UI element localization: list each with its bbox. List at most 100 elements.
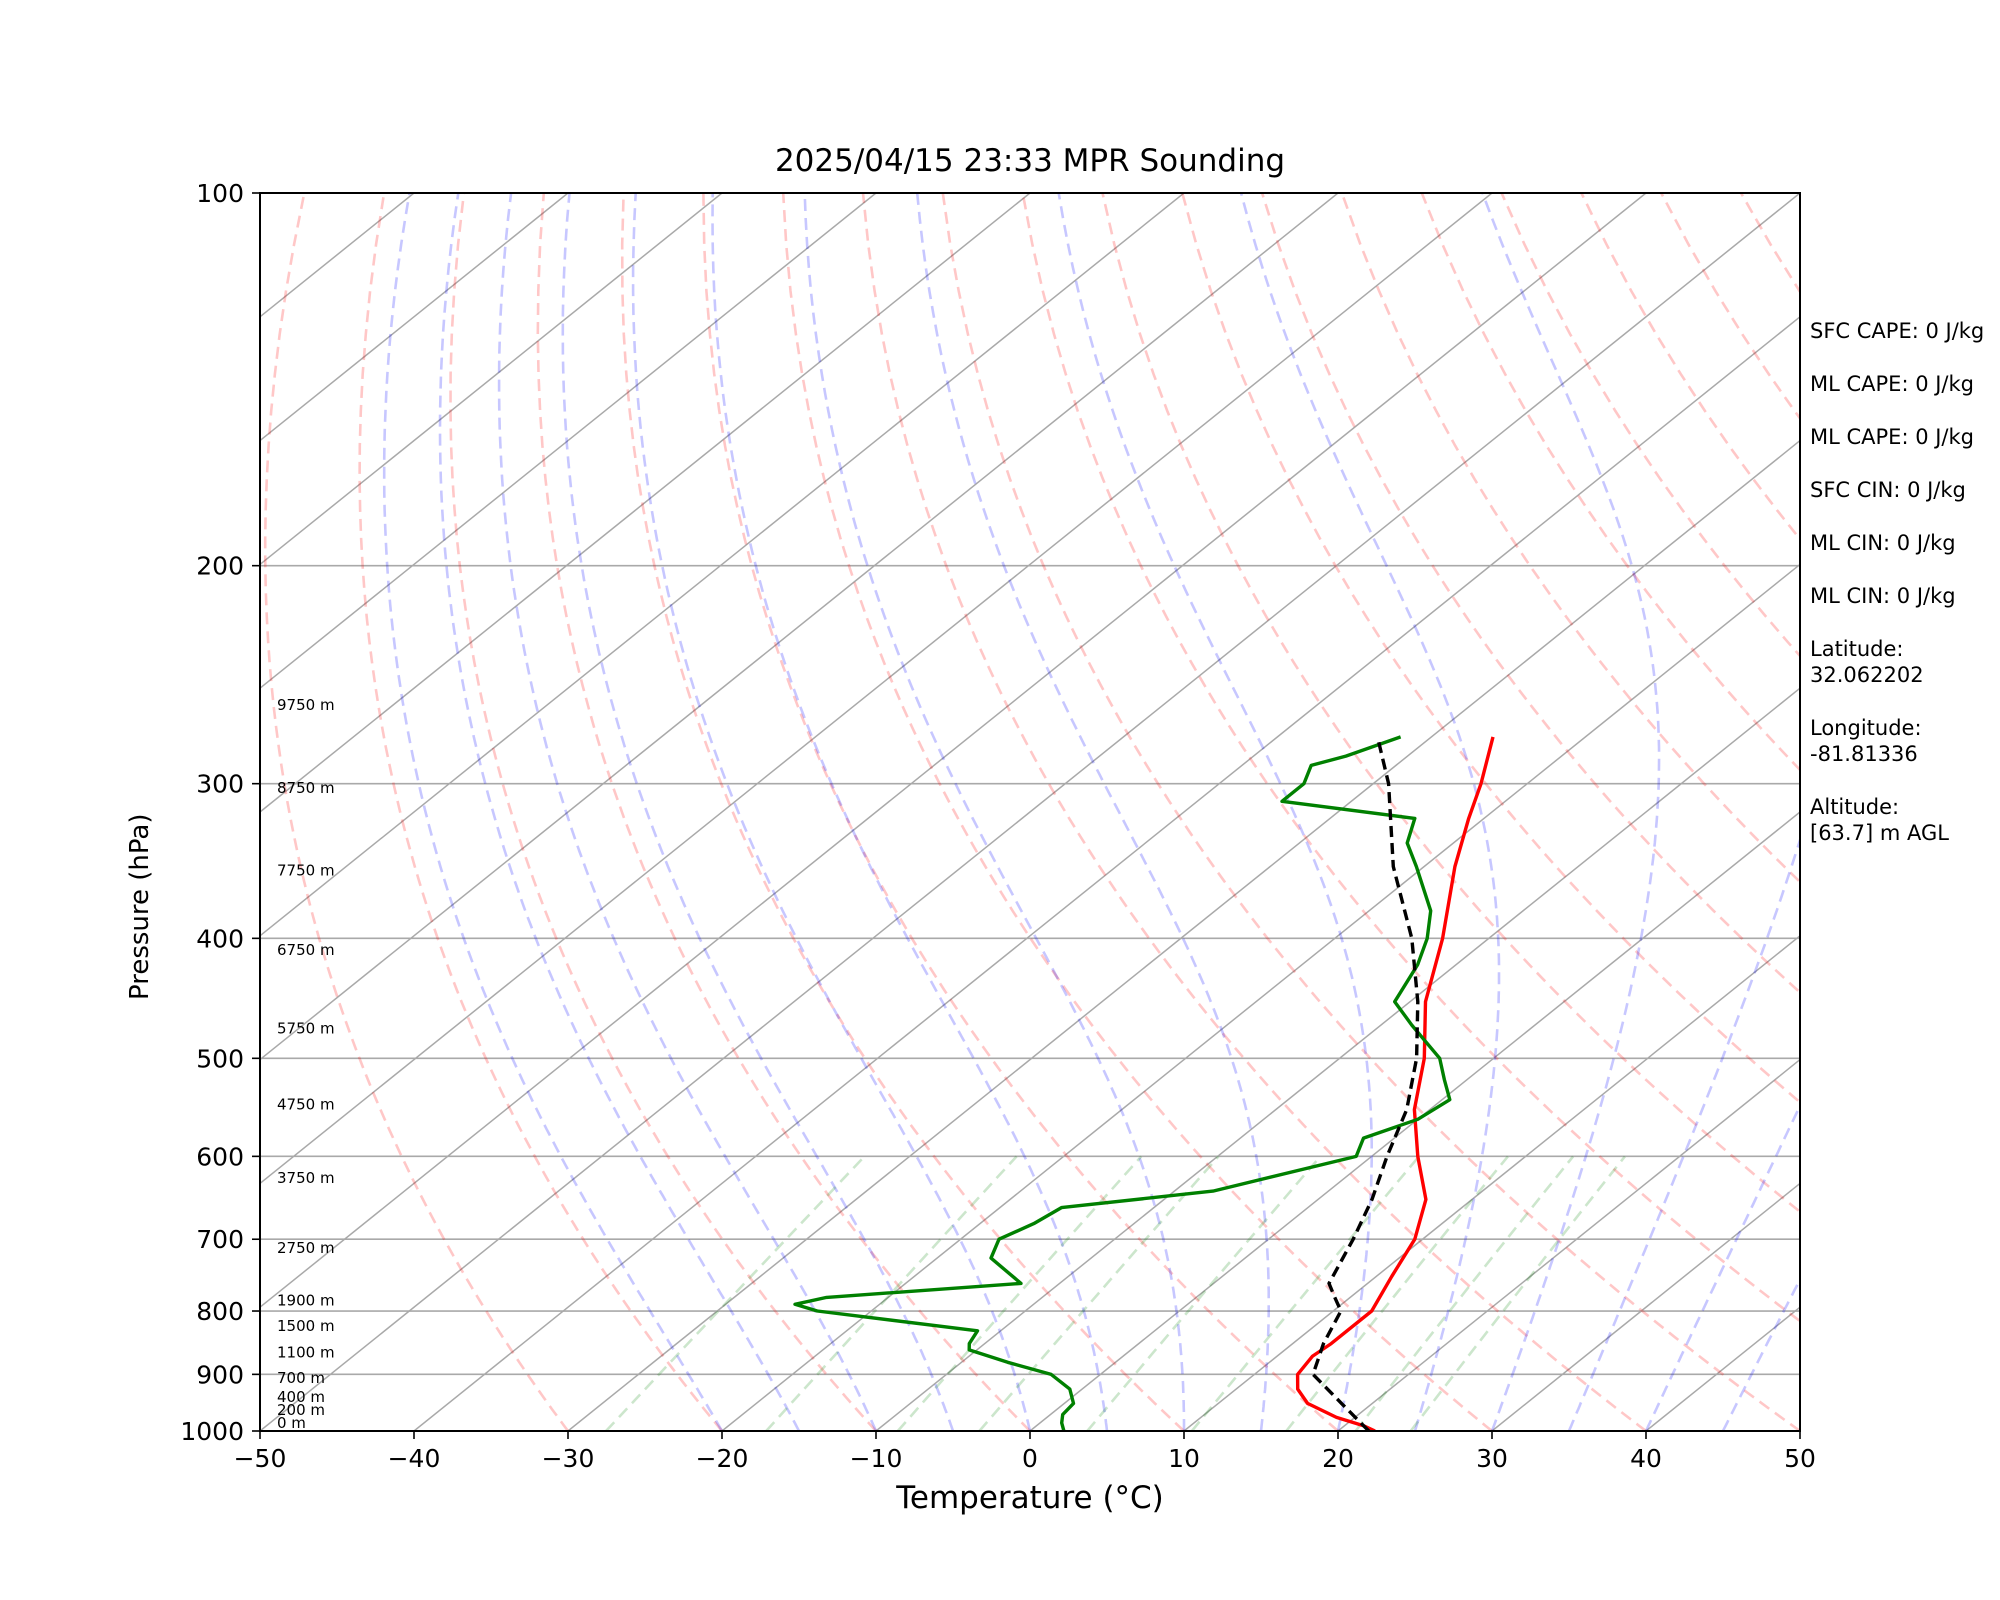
sounding-stats-panel: SFC CAPE: 0 J/kg ML CAPE: 0 J/kg ML CAPE… (1810, 318, 2000, 873)
dry-adiabat (620, 193, 1185, 1431)
moist-adiabat (561, 193, 955, 1431)
x-tick-label: −20 (696, 1444, 749, 1473)
longitude-stat: Longitude: -81.81336 (1810, 716, 1922, 766)
isotherm-line (260, 193, 1647, 1309)
dry-adiabat (536, 193, 1031, 1431)
x-tick-label: 0 (1022, 1444, 1038, 1473)
mixing-ratio-line (1285, 1155, 1509, 1431)
moist-adiabat (1057, 193, 1373, 1431)
dry-adiabat (358, 193, 724, 1431)
isotherm-line (260, 193, 1031, 813)
isotherm-line (260, 193, 1493, 1185)
mixing-ratio-line (1086, 1155, 1322, 1431)
isotherm-line (260, 193, 1800, 1431)
height-label: 3750 m (277, 1169, 335, 1187)
x-tick-label: 50 (1784, 1444, 1816, 1473)
x-tick-label: 10 (1168, 1444, 1200, 1473)
height-label: 700 m (277, 1369, 325, 1387)
moist-adiabat (915, 193, 1270, 1431)
latitude-stat: Latitude: 32.062202 (1810, 637, 1924, 687)
height-label: 1100 m (277, 1343, 335, 1361)
moist-adiabat (1644, 1102, 1800, 1431)
x-axis-label: Temperature (°C) (896, 1480, 1164, 1516)
y-tick-label: 300 (196, 770, 244, 799)
isotherm-line (721, 563, 1800, 1431)
isotherm-line (260, 193, 1339, 1061)
x-tick-label: −50 (234, 1444, 287, 1473)
y-tick-label: 900 (196, 1360, 244, 1389)
y-tick-label: 100 (196, 179, 244, 208)
height-label: 4750 m (277, 1095, 335, 1113)
height-label: 9750 m (277, 696, 335, 714)
dry-adiabat (1420, 193, 1800, 772)
y-tick-label: 800 (196, 1297, 244, 1326)
dewpoint-profile (793, 735, 1452, 1431)
height-label: 0 m (277, 1414, 306, 1432)
chart-title: 2025/04/15 23:33 MPR Sounding (774, 143, 1286, 179)
dry-adiabat (781, 193, 1493, 1431)
moist-adiabat (1567, 193, 1800, 1431)
moist-adiabat (1481, 193, 1661, 1431)
moist-adiabat (711, 193, 1109, 1431)
altitude-stat: Altitude: [63.7] m AGL (1810, 795, 1949, 845)
mixing-ratio-line (1190, 1155, 1420, 1431)
isotherm-line (875, 687, 1800, 1431)
dry-adiabat (449, 193, 877, 1431)
mixing-ratio-line (1354, 1155, 1575, 1431)
ml-cape-stat: ML CAPE: 0 J/kg (1810, 372, 1975, 396)
isotherm-line (1491, 1182, 1800, 1431)
y-tick-label: 600 (196, 1142, 244, 1171)
y-tick-label: 700 (196, 1225, 244, 1254)
height-label: 5750 m (277, 1019, 335, 1037)
ml-cin-stat-2: ML CIN: 0 J/kg (1810, 584, 1956, 608)
x-tick-label: 30 (1476, 1444, 1508, 1473)
moist-adiabat (631, 193, 1032, 1431)
height-label: 2750 m (277, 1239, 335, 1257)
mixing-ratio-line (896, 1155, 1143, 1431)
moist-adiabat (382, 193, 724, 1431)
mixing-ratio-line (765, 1155, 1018, 1431)
x-tick-label: −30 (542, 1444, 595, 1473)
mixing-ratio-line (1409, 1155, 1626, 1431)
mixing-ratio-line (605, 1155, 866, 1431)
height-label: 7750 m (277, 862, 335, 880)
x-tick-label: 20 (1322, 1444, 1354, 1473)
dry-adiabat (1101, 193, 1800, 1214)
dry-adiabat (263, 193, 570, 1431)
y-axis-label: Pressure (hPa) (125, 813, 155, 1001)
isotherm-line (413, 315, 1800, 1431)
isotherm-line (260, 193, 1185, 937)
moist-adiabat (803, 193, 1186, 1431)
dry-adiabat (861, 193, 1647, 1431)
mixing-ratio-line (978, 1155, 1220, 1431)
isotherm-line (260, 193, 877, 690)
sfc-cin-stat: SFC CIN: 0 J/kg (1810, 478, 1966, 502)
plot-area (260, 193, 1800, 1431)
y-tick-label: 500 (196, 1044, 244, 1073)
isotherm-line (1029, 811, 1800, 1431)
moist-adiabat (1721, 1276, 1800, 1431)
y-tick-label: 1000 (180, 1417, 244, 1446)
isotherm-line (260, 193, 723, 566)
y-tick-label: 200 (196, 552, 244, 581)
isotherm-line (260, 193, 569, 442)
isotherm-line (1183, 934, 1800, 1431)
x-tick-label: −10 (850, 1444, 903, 1473)
dry-adiabat (702, 193, 1339, 1431)
height-label: 400 m (277, 1388, 325, 1406)
sfc-cape-stat: SFC CAPE: 0 J/kg (1810, 319, 1985, 343)
moist-adiabat (497, 193, 878, 1431)
x-tick-label: 40 (1630, 1444, 1662, 1473)
dry-adiabat (941, 193, 1800, 1431)
height-label: 8750 m (277, 779, 335, 797)
moist-adiabat (1239, 193, 1501, 1431)
dry-adiabat (1021, 193, 1800, 1323)
isotherm-line (567, 439, 1800, 1431)
isotherm-line (1337, 1058, 1800, 1431)
height-label: 1500 m (277, 1317, 335, 1335)
parcel-profile (1311, 736, 1420, 1431)
height-label: 6750 m (277, 941, 335, 959)
y-tick-label: 400 (196, 924, 244, 953)
